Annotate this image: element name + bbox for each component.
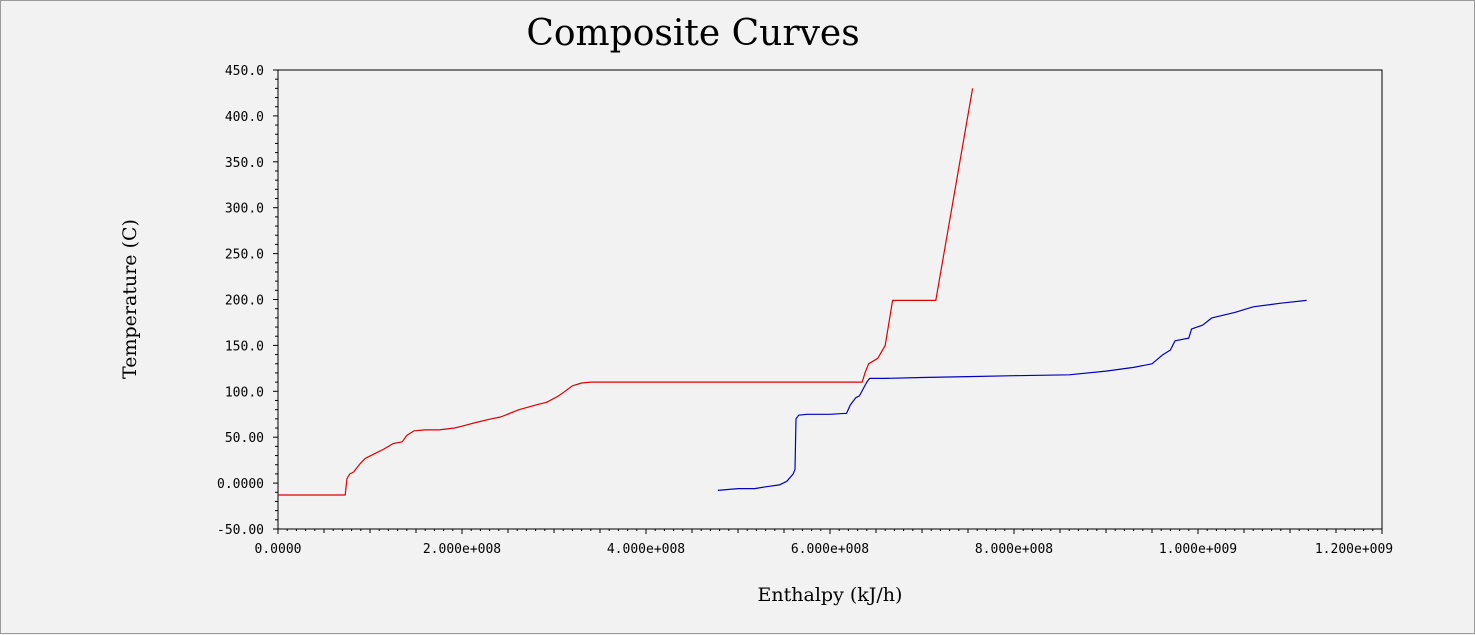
y-tick-label: -50.00 <box>217 523 264 538</box>
x-tick-label: 1.200e+009 <box>1315 542 1393 557</box>
x-axis-title: Enthalpy (kJ/h) <box>758 584 903 606</box>
y-tick-label: 200.0 <box>225 294 264 309</box>
cold-composite-curve <box>717 299 1307 491</box>
plot-area <box>277 69 1383 530</box>
y-tick-label: 150.0 <box>225 339 264 354</box>
x-tick-label: 0.0000 <box>255 542 302 557</box>
y-tick-label: 300.0 <box>225 202 264 217</box>
hot-composite-curve <box>278 88 974 496</box>
x-tick-label: 6.000e+008 <box>791 542 869 557</box>
x-tick-label: 1.000e+009 <box>1159 542 1237 557</box>
y-tick-label: 450.0 <box>225 64 264 79</box>
y-tick-label: 100.0 <box>225 385 264 400</box>
series-layer <box>278 88 1307 496</box>
y-tick-label: 350.0 <box>225 156 264 171</box>
y-tick-label: 50.00 <box>225 431 264 446</box>
y-axis: -50.00 0.0000 50.00 100.0 150.0 200.0 250.0 300… <box>217 64 278 538</box>
x-tick-label: 2.000e+008 <box>423 542 501 557</box>
y-tick-label: 250.0 <box>225 248 264 263</box>
y-axis-title: Temperature (C) <box>119 219 141 379</box>
y-tick-label: 0.0000 <box>217 477 264 492</box>
y-tick-label: 400.0 <box>225 110 264 125</box>
x-axis: 0.0000 2.000e+008 4.000e+008 6.000e+008 8.00… <box>255 529 1393 557</box>
x-tick-label: 8.000e+008 <box>975 542 1053 557</box>
chart-title: Composite Curves <box>526 13 859 54</box>
x-tick-label: 4.000e+008 <box>607 542 685 557</box>
